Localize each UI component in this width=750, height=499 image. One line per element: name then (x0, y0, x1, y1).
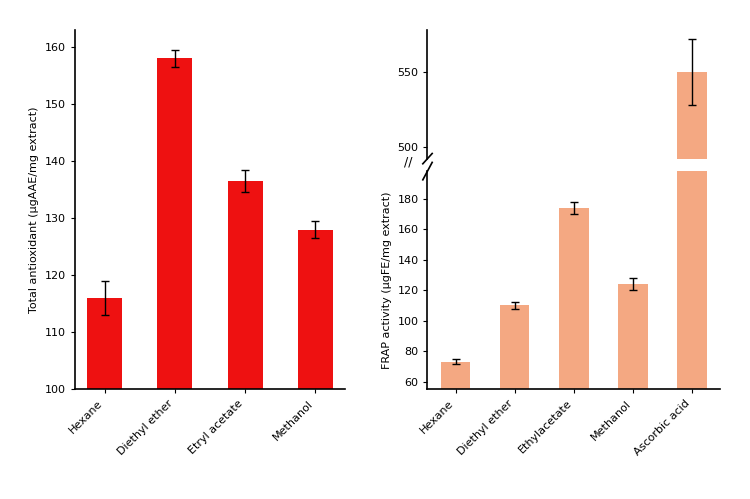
Bar (298, 230, 333, 389)
Bar (677, 72, 706, 159)
Bar (500, 305, 530, 389)
Text: //: // (404, 156, 413, 169)
Bar (618, 284, 647, 389)
Y-axis label: FRAP activity (μgFE/mg extract): FRAP activity (μgFE/mg extract) (382, 192, 392, 369)
Bar (677, 0, 706, 389)
Bar (87, 298, 122, 389)
Bar (441, 362, 470, 389)
Y-axis label: Total antioxidant (μgAAE/mg extract): Total antioxidant (μgAAE/mg extract) (29, 106, 39, 313)
Bar (227, 181, 262, 389)
Bar (158, 58, 193, 389)
Bar (559, 208, 589, 389)
